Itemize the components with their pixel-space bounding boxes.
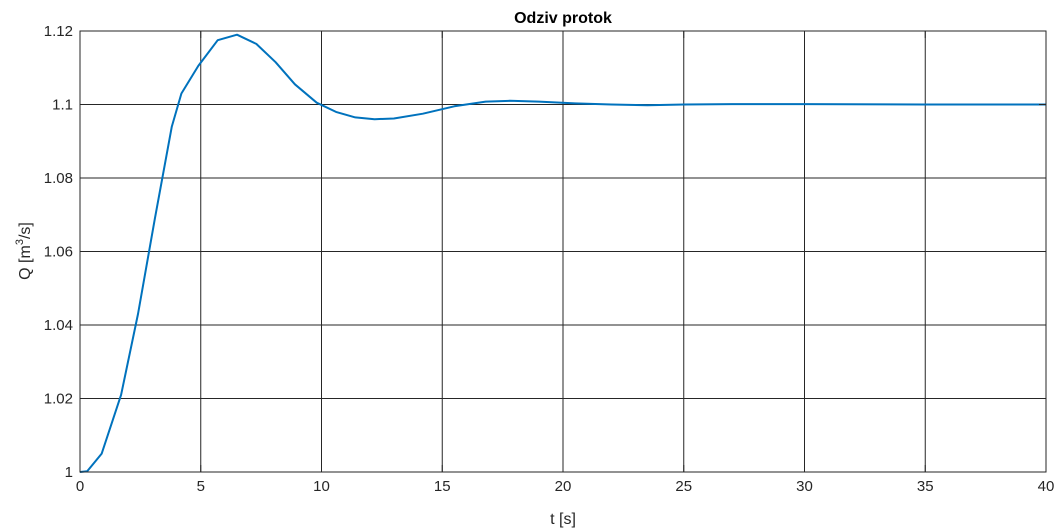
x-tick-label: 20 [555,478,572,495]
y-tick-label: 1.12 [44,23,73,40]
y-axis-label-prefix: Q [m [17,245,34,280]
y-axis-label-suffix: /s] [17,222,34,239]
x-tick-label: 10 [313,478,330,495]
y-tick-label: 1.08 [44,170,73,187]
x-tick-label: 15 [434,478,451,495]
x-tick-labels: 0 5 10 15 20 25 30 35 40 [76,478,1055,495]
series-line [79,33,1046,473]
y-tick-label: 1.1 [52,97,73,114]
series-layer [79,33,1046,473]
chart-title: Odziv protok [514,10,612,27]
x-tick-label: 40 [1038,478,1055,495]
x-tick-label: 25 [675,478,692,495]
y-tick-labels: 1 1.02 1.04 1.06 1.08 1.1 1.12 [44,23,73,481]
x-tick-label: 30 [796,478,813,495]
tick-marks [79,30,1047,473]
x-axis-label: t [s] [550,511,576,528]
x-tick-label: 5 [197,478,205,495]
y-tick-label: 1.06 [44,244,73,261]
x-tick-label: 0 [76,478,84,495]
x-tick-label: 35 [917,478,934,495]
grid-lines [80,31,1046,472]
y-tick-label: 1.04 [44,317,73,334]
y-tick-label: 1 [65,464,73,481]
y-axis-label: Q [m3/s] [14,222,34,280]
y-axis-label-superscript: 3 [14,239,26,245]
y-tick-label: 1.02 [44,391,73,408]
